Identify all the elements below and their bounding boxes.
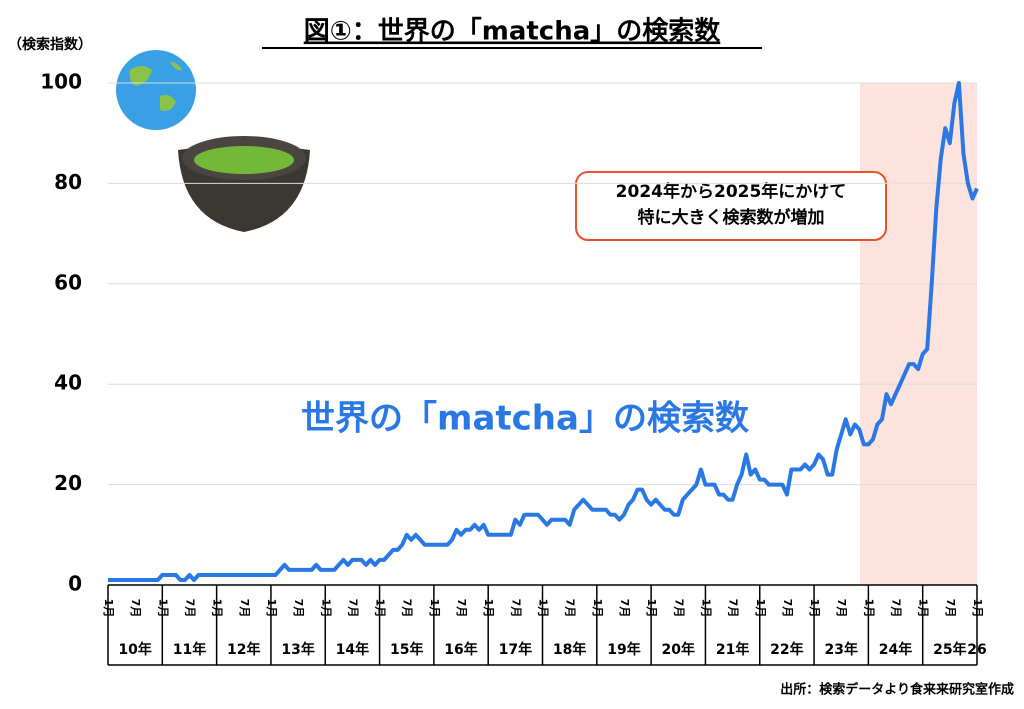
annotation: 2024年から2025年にかけて	[616, 181, 847, 202]
x-group-label: 10年	[118, 641, 151, 658]
x-group-label: 13年	[281, 641, 314, 658]
x-tick-label: 7月	[509, 599, 522, 618]
x-group-label: 15年	[390, 641, 423, 658]
x-tick-label: 7月	[618, 599, 631, 618]
x-tick-label: 7月	[129, 599, 142, 618]
y-axis-label: （検索指数）	[8, 36, 92, 53]
y-tick-label: 40	[54, 371, 82, 395]
x-group-label: 12年	[227, 641, 260, 658]
x-group-label: 19年	[607, 641, 640, 658]
bowl-icon	[178, 136, 310, 232]
x-group-label: 22年	[770, 641, 803, 658]
x-group-label: 16年	[444, 641, 477, 658]
x-group-label: 18年	[553, 641, 586, 658]
x-group-label: 17年	[499, 641, 532, 658]
x-group-label: 14年	[336, 641, 369, 658]
source-note: 出所：検索データより食来来研究室作成	[780, 682, 1014, 698]
x-tick-label: 7月	[292, 599, 305, 618]
x-group-label: 26	[967, 642, 986, 658]
series-label: 世界の「matcha」の検索数	[301, 399, 749, 439]
x-tick-label: 7月	[835, 599, 848, 618]
x-tick-label: 7月	[944, 599, 957, 618]
x-tick-label: 7月	[781, 599, 794, 618]
chart-title: 図①：世界の「matcha」の検索数	[304, 16, 722, 47]
y-tick-label: 20	[54, 471, 82, 495]
y-tick-label: 100	[40, 70, 82, 94]
callout: 2024年から2025年にかけて 特に大きく検索数が増加	[575, 171, 887, 241]
x-group-label: 24年	[879, 641, 912, 658]
x-tick-label: 7月	[183, 599, 196, 618]
x-tick-label: 7月	[238, 599, 251, 618]
globe-icon	[116, 50, 196, 130]
highlight-area	[860, 83, 977, 585]
y-tick-label: 60	[54, 270, 82, 294]
x-group-label: 23年	[824, 641, 857, 658]
x-group-label: 11年	[173, 641, 206, 658]
data-line	[108, 81, 979, 582]
x-tick-label: 7月	[727, 599, 740, 618]
x-tick-label: 7月	[890, 599, 903, 618]
x-tick-label: 7月	[672, 599, 685, 618]
x-tick-label: 7月	[564, 599, 577, 618]
x-group-label: 21年	[716, 641, 749, 658]
y-tick-label: 80	[54, 170, 82, 194]
x-tick-label: 7月	[346, 599, 359, 618]
x-group-label: 20年	[662, 641, 695, 658]
x-group-label: 25年	[933, 641, 966, 658]
x-tick-label: 7月	[455, 599, 468, 618]
y-tick-label: 0	[68, 572, 82, 596]
annotation: 特に大きく検索数が増加	[638, 207, 825, 228]
x-tick-label: 7月	[401, 599, 414, 618]
